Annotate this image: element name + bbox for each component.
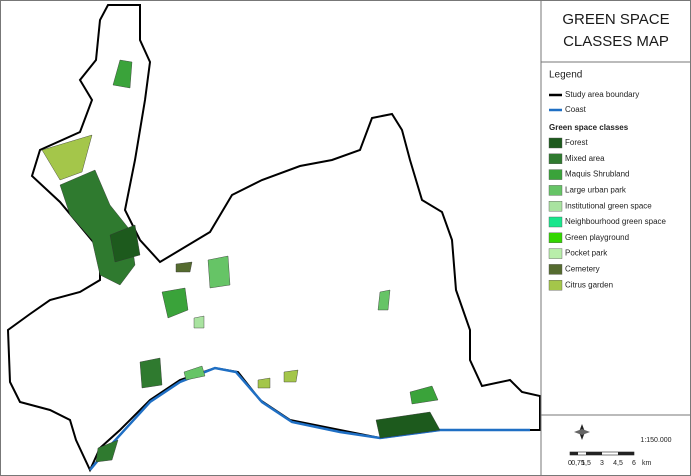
patch — [409, 385, 439, 405]
patch — [377, 289, 391, 311]
legend-heading: Legend — [549, 70, 582, 81]
scale-ratio: 1:150.000 — [640, 437, 671, 444]
legend: Study area boundary Coast Forest Mixed area… — [548, 90, 667, 291]
classes-heading: Green space classes — [549, 123, 629, 132]
scale-label: 0 — [568, 460, 572, 467]
legend-label: Citrus garden — [565, 280, 613, 289]
compass — [574, 424, 590, 440]
patch — [112, 59, 133, 89]
scale-label: 1,5 — [581, 460, 591, 467]
scale-segment — [618, 452, 634, 455]
legend-swatch — [548, 185, 563, 196]
legend-label: Green playground — [565, 233, 629, 242]
patch — [283, 369, 299, 383]
patch — [95, 439, 119, 463]
scale-label: 0,75 — [571, 460, 585, 467]
legend-swatch — [548, 248, 563, 259]
legend-swatch — [548, 200, 563, 212]
legend-swatch — [548, 216, 563, 228]
scale-unit: km — [642, 460, 652, 467]
map — [6, 4, 541, 473]
scale-label: 6 — [632, 460, 636, 467]
scale-bar: 0 0,751,5 3 4,5 6 km — [568, 451, 652, 467]
patch — [183, 365, 206, 381]
scale-label: 3 — [600, 460, 604, 467]
legend-label: Neighbourhood green space — [565, 217, 667, 226]
legend-label: Institutional green space — [565, 201, 652, 210]
legend-label: Cemetery — [565, 265, 600, 274]
legend-swatch — [548, 169, 563, 180]
legend-label: Maquis Shrubland — [565, 170, 629, 179]
scale-segment — [586, 452, 602, 455]
patch — [257, 377, 271, 389]
patch — [375, 411, 441, 439]
legend-swatch — [548, 153, 563, 165]
patch — [41, 134, 93, 181]
legend-swatch — [548, 264, 563, 275]
legend-swatch — [548, 280, 563, 291]
legend-swatch — [548, 137, 563, 149]
patch — [139, 357, 163, 389]
legend-label: Mixed area — [565, 154, 605, 163]
legend-label: Pocket park — [565, 249, 608, 258]
patch — [175, 261, 193, 273]
patch — [193, 315, 205, 329]
patch — [109, 224, 141, 263]
green-spaces — [41, 59, 441, 463]
patch — [161, 287, 189, 319]
scale-label: 4,5 — [613, 460, 623, 467]
legend-label: Coast — [565, 105, 587, 114]
title: GREEN SPACE CLASSES MAP — [562, 11, 669, 50]
scale-segment — [570, 452, 578, 455]
legend-label: Study area boundary — [565, 90, 639, 99]
legend-label: Forest — [565, 138, 588, 147]
legend-swatch — [548, 232, 563, 244]
patch — [207, 255, 231, 289]
legend-label: Large urban park — [565, 186, 627, 195]
